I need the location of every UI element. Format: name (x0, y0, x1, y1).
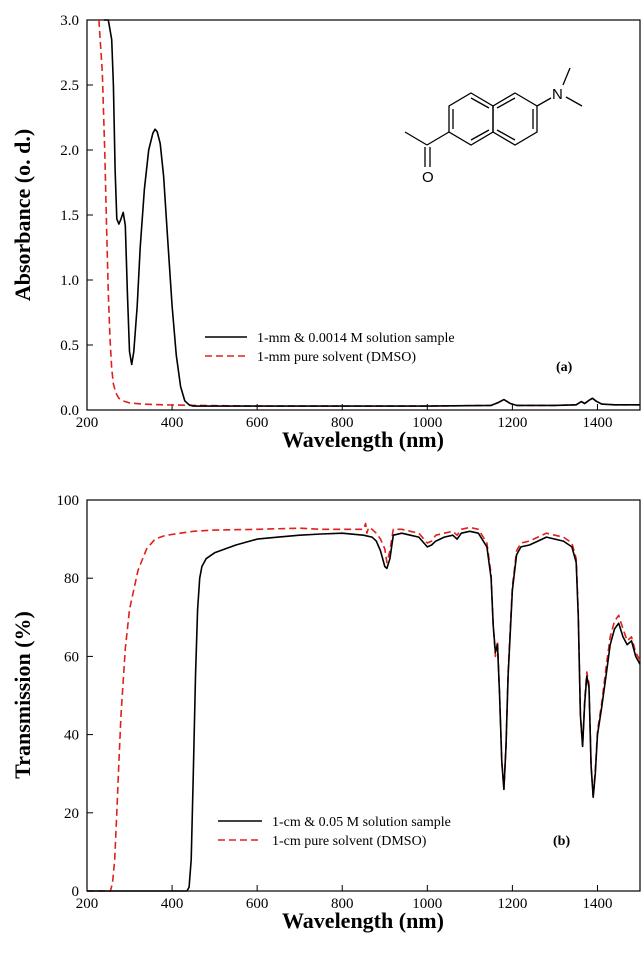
transmission-x-tick-label: 1400 (582, 896, 612, 912)
legend-label-solution-b: 1-cm & 0.05 M solution sample (272, 815, 451, 830)
transmission-plot-frame (86, 499, 641, 892)
transmission-x-tick-label: 200 (76, 896, 99, 912)
transmission-y-tick-label: 100 (57, 493, 80, 509)
absorbance-x-tick-label: 1400 (582, 415, 612, 431)
transmission-solution-sample-line (87, 530, 641, 892)
absorbance-x-tick-label: 400 (161, 415, 184, 431)
absorbance-x-tick-label: 200 (76, 415, 99, 431)
absorbance-x-tick-label: 800 (331, 415, 354, 431)
absorbance-x-tick-label: 600 (246, 415, 269, 431)
transmission-y-tick-label: 60 (64, 649, 79, 665)
absorbance-y-tick-label: 2.0 (60, 143, 79, 159)
transmission-axes: 200 400 600 800 1000 1200 1400 0 20 40 60 80 100 (57, 493, 613, 912)
transmission-legend: 1-cm & 0.05 M solution sample 1-cm pure … (218, 815, 451, 849)
absorbance-ylabel: Absorbance (o. d.) (10, 129, 35, 301)
absorbance-xlabel: Wavelength (nm) (282, 427, 444, 452)
acetyl-bond (426, 131, 450, 146)
absorbance-legend: 1-mm & 0.0014 M solution sample 1-mm pur… (205, 331, 455, 365)
transmission-y-tick-label: 80 (64, 571, 79, 587)
absorbance-y-tick-label: 0.0 (60, 403, 79, 419)
transmission-y-tick-label: 40 (64, 728, 79, 744)
n-methyl-bond (565, 96, 583, 107)
transmission-series-layer (87, 522, 641, 892)
n-methyl-bond (562, 67, 571, 86)
ring-double-bond (470, 129, 490, 141)
absorbance-y-tick-label: 1.5 (60, 208, 79, 224)
absorbance-series-layer (98, 19, 640, 407)
transmission-x-tick-label: 1000 (412, 896, 442, 912)
transmission-xlabel: Wavelength (nm) (282, 908, 444, 933)
legend-label-solution-a: 1-mm & 0.0014 M solution sample (257, 331, 455, 346)
ring-double-bond (470, 97, 490, 109)
c-n-bond (536, 97, 552, 107)
panel-label-a: (a) (556, 360, 573, 375)
ring-double-bond (496, 129, 516, 141)
transmission-ylabel: Transmission (%) (10, 611, 35, 779)
transmission-x-tick-label: 600 (246, 896, 269, 912)
transmission-x-tick-label: 400 (161, 896, 184, 912)
absorbance-y-tick-label: 3.0 (60, 13, 79, 29)
transmission-x-tick-label: 800 (331, 896, 354, 912)
panel-label-b: (b) (553, 834, 570, 849)
absorbance-solution-sample-line (104, 19, 640, 407)
legend-label-solvent-a: 1-mm pure solvent (DMSO) (257, 350, 416, 365)
transmission-chart: 200 400 600 800 1000 1200 1400 0 20 40 60 80 100 Wav… (10, 493, 641, 933)
nitrogen-atom-label: N (552, 86, 563, 103)
oxygen-atom-label: O (422, 169, 434, 186)
absorbance-chart: 200 400 600 800 1000 1200 1400 0.0 0.5 1.0 1.5 2.0 2… (10, 13, 641, 452)
ring-double-bond (496, 97, 516, 109)
transmission-y-tick-label: 0 (72, 884, 80, 900)
legend-label-solvent-b: 1-cm pure solvent (DMSO) (272, 834, 427, 849)
absorbance-y-tick-label: 2.5 (60, 78, 79, 94)
naphthalene-ring-left (448, 92, 494, 146)
transmission-y-tick-label: 20 (64, 806, 79, 822)
transmission-x-tick-label: 1200 (497, 896, 527, 912)
absorbance-x-tick-label: 1000 (412, 415, 442, 431)
methyl-bond (404, 131, 428, 146)
absorbance-pure-solvent-line (98, 19, 640, 407)
molecule-structure-inset (404, 67, 583, 167)
absorbance-y-tick-label: 1.0 (60, 273, 79, 289)
naphthalene-ring-right (492, 92, 538, 146)
absorbance-y-tick-label: 0.5 (60, 338, 79, 354)
absorbance-axes: 200 400 600 800 1000 1200 1400 0.0 0.5 1.0 1.5 2.0 2… (60, 13, 612, 431)
absorbance-x-tick-label: 1200 (497, 415, 527, 431)
